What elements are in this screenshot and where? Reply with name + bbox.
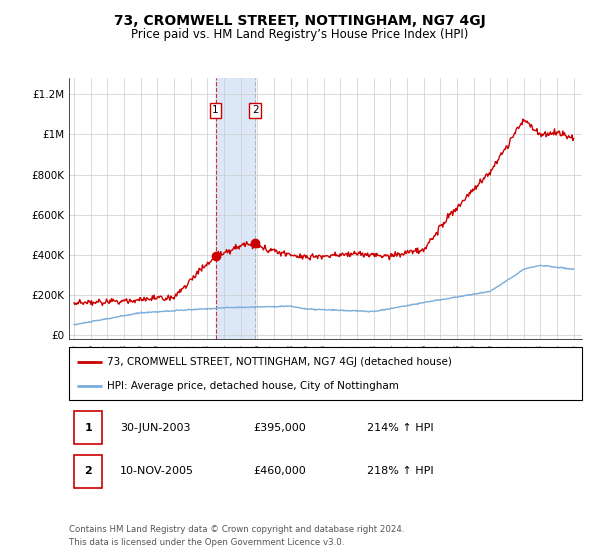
Bar xyxy=(215,78,255,339)
Text: 1: 1 xyxy=(85,423,92,433)
Text: 73, CROMWELL STREET, NOTTINGHAM, NG7 4GJ: 73, CROMWELL STREET, NOTTINGHAM, NG7 4GJ xyxy=(114,14,486,28)
Text: HPI: Average price, detached house, City of Nottingham: HPI: Average price, detached house, City… xyxy=(107,381,400,391)
Text: Contains HM Land Registry data © Crown copyright and database right 2024.
This d: Contains HM Land Registry data © Crown c… xyxy=(69,525,404,547)
FancyBboxPatch shape xyxy=(69,347,582,400)
Text: 73, CROMWELL STREET, NOTTINGHAM, NG7 4GJ (detached house): 73, CROMWELL STREET, NOTTINGHAM, NG7 4GJ… xyxy=(107,357,452,367)
Text: 10-NOV-2005: 10-NOV-2005 xyxy=(121,466,194,477)
Text: 2: 2 xyxy=(85,466,92,477)
Text: 218% ↑ HPI: 218% ↑ HPI xyxy=(367,466,433,477)
Text: 30-JUN-2003: 30-JUN-2003 xyxy=(121,423,191,433)
Text: 214% ↑ HPI: 214% ↑ HPI xyxy=(367,423,433,433)
Text: £395,000: £395,000 xyxy=(254,423,307,433)
FancyBboxPatch shape xyxy=(74,455,103,488)
Text: 1: 1 xyxy=(212,105,219,115)
Text: £460,000: £460,000 xyxy=(254,466,307,477)
FancyBboxPatch shape xyxy=(74,412,103,445)
Text: 2: 2 xyxy=(252,105,259,115)
Text: Price paid vs. HM Land Registry’s House Price Index (HPI): Price paid vs. HM Land Registry’s House … xyxy=(131,28,469,41)
